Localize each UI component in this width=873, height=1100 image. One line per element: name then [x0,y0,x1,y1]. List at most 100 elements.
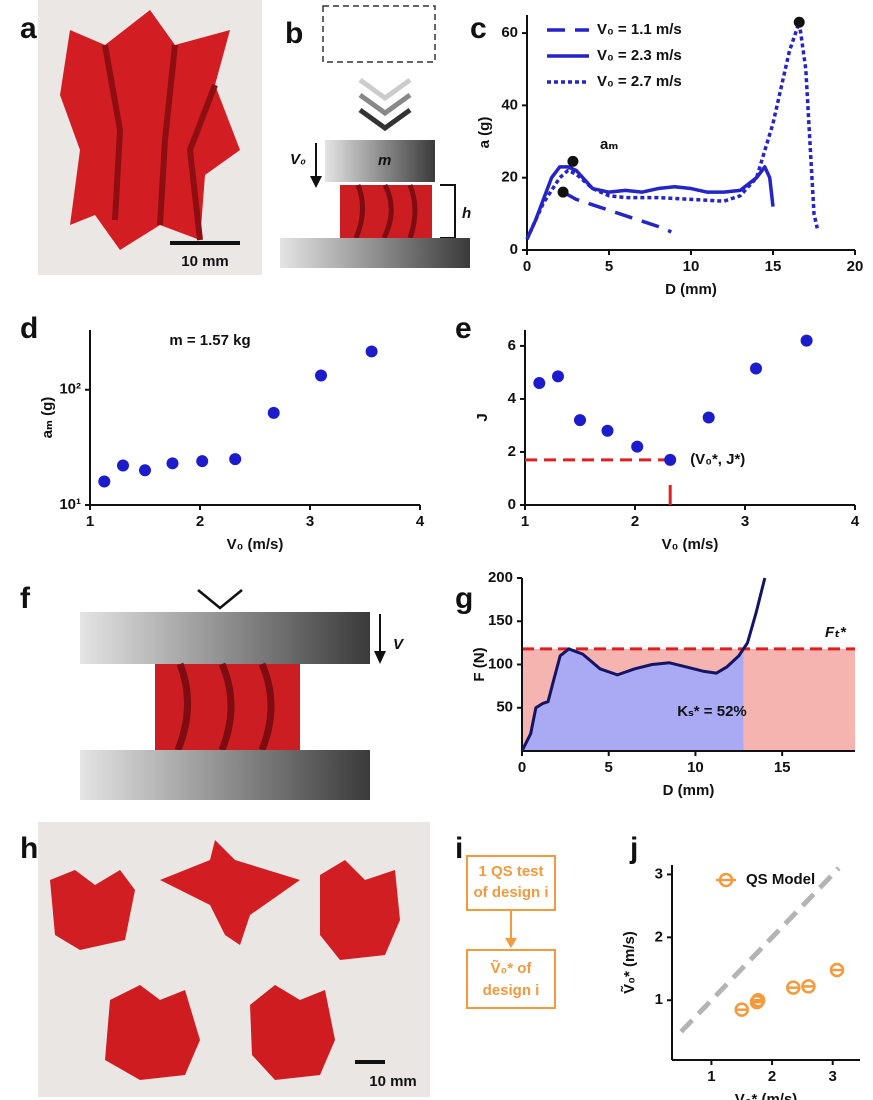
flow-step: design i [483,982,540,999]
y-tick-label: 2 [508,443,516,460]
point [117,460,129,472]
y-tick-label: 0 [508,496,516,513]
y-tick-label: 150 [488,612,513,629]
annotation: aₘ [600,136,618,153]
photo-a: 10 mm [38,0,262,275]
x-tick-label: 1 [707,1068,715,1085]
y-tick-label: 2 [655,928,663,945]
x-axis-label: D (mm) [665,281,717,298]
y-axis-label: aₘ (g) [39,397,56,439]
scale-bar-label: 10 mm [181,253,229,270]
height-label: h [462,205,471,222]
legend-label: QS Model [746,871,815,888]
velocity-label: V [393,636,405,653]
x-tick-label: 3 [741,513,749,530]
x-tick-label: 1 [86,513,94,530]
x-tick-label: 3 [306,513,314,530]
velocity-label: V₀ [290,151,306,168]
point [631,441,643,453]
y-tick-label: 10² [59,381,81,398]
x-axis-label: V₀ (m/s) [227,536,284,553]
point [533,377,545,389]
y-tick-label: 10¹ [59,496,81,513]
x-axis-label: V₀ (m/s) [662,536,719,553]
x-tick-label: 2 [768,1068,776,1085]
diagram-f: V [80,590,405,800]
x-tick-label: 20 [847,258,864,275]
y-tick-label: 20 [501,169,518,186]
panel-label: b [285,17,303,50]
x-tick-label: 2 [631,513,639,530]
flow-step: of design i [474,884,549,901]
point [139,464,151,476]
flow-step: Ṽ₀* of [491,959,533,977]
x-tick-label: 1 [521,513,529,530]
x-tick-label: 4 [416,513,425,530]
x-tick-label: 10 [687,759,704,776]
scale-bar-label: 10 mm [369,1073,417,1090]
legend-label: V₀ = 2.3 m/s [597,47,682,64]
point [98,475,110,487]
point [167,457,179,469]
point [703,412,715,424]
diagram-b: m V₀ h [280,6,471,268]
y-tick-label: 200 [488,569,513,586]
x-tick-label: 2 [196,513,204,530]
y-axis-label: J [474,413,491,421]
x-tick-label: 15 [774,759,791,776]
point [552,370,564,382]
marker [567,156,578,167]
point [574,414,586,426]
mass-label: m [378,152,391,169]
y-tick-label: 40 [501,96,518,113]
photo-h: 10 mm [38,822,430,1097]
panel-label: f [20,582,31,615]
y-axis-label: Ṽ₀* (m/s) [620,931,638,994]
data-line [527,167,773,239]
figure: 10 mm m V₀ h V 10 mm abcdefghij1 QS test… [0,0,873,1100]
x-axis-label: D (mm) [663,782,715,799]
panel-label: h [20,832,38,865]
x-tick-label: 0 [518,759,526,776]
threshold-label: Fₜ* [825,624,847,641]
x-tick-label: 5 [605,759,613,776]
y-tick-label: 1 [655,991,663,1008]
panel-label: j [629,832,638,865]
marker [558,187,569,198]
point [602,425,614,437]
x-axis-label: V₀* (m/s) [735,1091,798,1100]
x-tick-label: 0 [523,258,531,275]
point [196,455,208,467]
point [229,453,241,465]
panel-label: c [470,12,487,45]
x-tick-label: 15 [765,258,782,275]
annotation: Kₛ* = 52% [677,703,747,720]
point [366,345,378,357]
x-tick-label: 4 [851,513,860,530]
y-tick-label: 6 [508,337,516,354]
flow-step: 1 QS test [478,863,543,880]
point [801,335,813,347]
y-tick-label: 3 [655,865,663,882]
annotation: m = 1.57 kg [169,332,250,349]
legend-label: V₀ = 2.7 m/s [597,73,682,90]
point [315,369,327,381]
panel-label: e [455,312,472,345]
y-axis-label: F (N) [471,647,488,681]
y-tick-label: 4 [508,390,517,407]
y-tick-label: 100 [488,655,513,672]
marker [794,17,805,28]
point [664,454,676,466]
x-tick-label: 10 [683,258,700,275]
y-tick-label: 50 [496,699,513,716]
panel-label: i [455,832,463,865]
y-tick-label: 60 [501,24,518,41]
panel-label: g [455,582,473,615]
point [268,407,280,419]
x-tick-label: 3 [829,1068,837,1085]
optimum-label: (V₀*, J*) [690,451,745,468]
legend-label: V₀ = 1.1 m/s [597,21,682,38]
y-axis-label: a (g) [476,117,493,149]
y-tick-label: 0 [510,241,518,258]
point [750,362,762,374]
